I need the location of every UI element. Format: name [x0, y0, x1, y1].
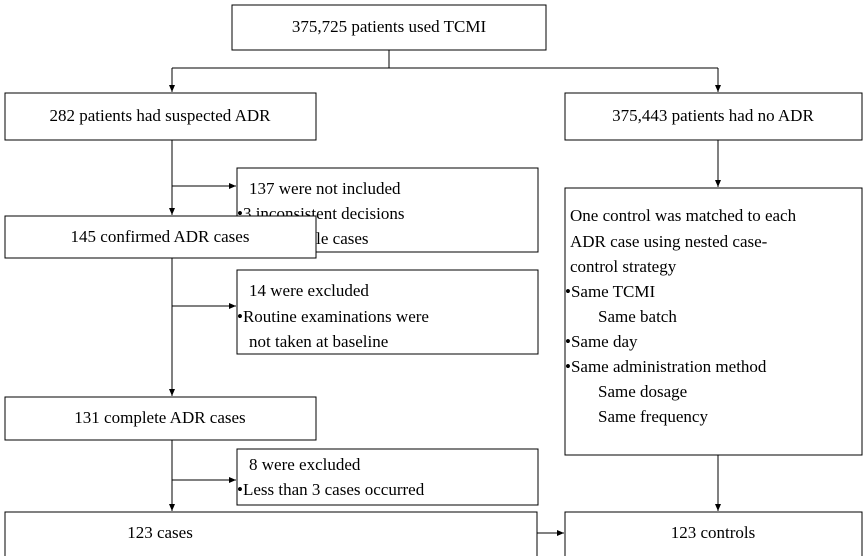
node-line: •Same TCMI [565, 282, 656, 301]
node-label: 375,725 patients used TCMI [292, 17, 487, 36]
node-line: Same frequency [598, 407, 708, 426]
node-box [4, 215, 317, 259]
node-label: 123 controls [671, 523, 756, 542]
node-line: ADR case using nested case- [570, 232, 768, 251]
node-box [236, 269, 539, 355]
node-line: •Same administration method [565, 357, 767, 376]
node-line: not taken at baseline [249, 332, 388, 351]
node-line: Same dosage [598, 382, 687, 401]
node-box [231, 4, 547, 51]
node-line: 137 were not included [249, 179, 401, 198]
boxes: 375,725 patients used TCMI 282 patients … [4, 4, 863, 556]
node-label: 123 cases [127, 523, 193, 542]
node-line: Same batch [598, 307, 677, 326]
node-box [564, 187, 863, 456]
node-label: 375,443 patients had no ADR [612, 106, 814, 125]
node-line: 14 were excluded [249, 281, 369, 300]
node-label: 282 patients had suspected ADR [50, 106, 272, 125]
node-box [564, 511, 863, 556]
node-line: 8 were excluded [249, 455, 361, 474]
node-box [4, 511, 538, 556]
node-box [4, 396, 317, 441]
node-label: 131 complete ADR cases [74, 408, 245, 427]
node-line: •Less than 3 cases occurred [237, 480, 425, 499]
node-line: •Same day [565, 332, 638, 351]
node-label: 145 confirmed ADR cases [71, 227, 250, 246]
node-box [564, 92, 863, 141]
node-box [236, 448, 539, 506]
node-line: •Routine examinations were [237, 307, 429, 326]
node-box [4, 92, 317, 141]
node-line: control strategy [570, 257, 677, 276]
node-line: One control was matched to each [570, 206, 797, 225]
